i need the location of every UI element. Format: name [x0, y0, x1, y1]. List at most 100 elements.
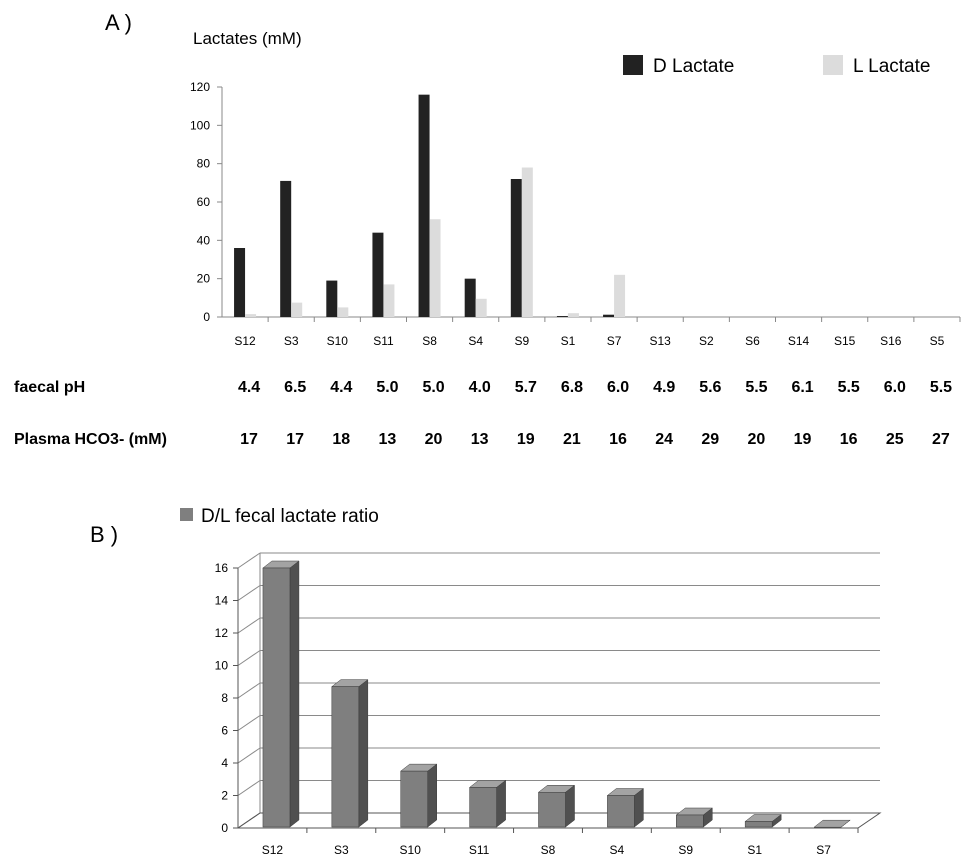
panel-a-row-value: 6.0 — [884, 379, 906, 396]
panel-b-bar-side — [427, 763, 437, 828]
panel-a-category-label: S6 — [745, 334, 760, 348]
panel-b-bar-front — [262, 567, 291, 828]
panel-a-row-value: 29 — [701, 431, 719, 448]
panel-a-category-label: S4 — [468, 334, 483, 348]
panel-a-bar-d-lactate — [556, 316, 568, 317]
panel-a-row-value: 5.0 — [422, 379, 444, 396]
panel-a-row-value: 13 — [379, 431, 397, 448]
panel-b-bar — [331, 679, 369, 828]
panel-a-row-value: 5.7 — [515, 379, 537, 396]
panel-a-row-value: 17 — [240, 431, 258, 448]
panel-b-bar-side — [358, 679, 369, 828]
panel-b-ytick-label: 4 — [221, 756, 228, 770]
panel-a-row-value: 16 — [840, 431, 858, 448]
panel-b-bar-top — [813, 819, 851, 828]
panel-b-bar — [468, 779, 507, 828]
panel-a-bar-d-lactate — [603, 314, 615, 317]
panel-a-category-label: S13 — [650, 334, 672, 348]
panel-a-row-value: 27 — [932, 431, 950, 448]
panel-a-bar-l-lactate — [475, 298, 487, 317]
panel-a-bar-l-lactate — [383, 284, 395, 317]
panel-b-bar-front — [469, 787, 497, 828]
panel-a-ytick-label: 100 — [190, 118, 210, 132]
panel-a-bar-d-lactate — [234, 248, 246, 317]
panel-a-row-value: 4.0 — [469, 379, 491, 396]
panel-a-row-value: 20 — [748, 431, 766, 448]
panel-b-gridline-side — [237, 715, 261, 731]
panel-b-ytick-label: 8 — [221, 691, 228, 705]
panel-b-ytick-label: 0 — [221, 821, 228, 835]
panel-b-category-label: S1 — [747, 843, 762, 857]
panel-a-bar-l-lactate — [291, 302, 303, 317]
panel-a-row-value: 19 — [517, 431, 535, 448]
panel-b-bar — [537, 784, 576, 828]
panel-b-bar-front — [607, 795, 635, 828]
panel-b-ytick-label: 2 — [221, 789, 228, 803]
panel-a-category-label: S14 — [788, 334, 810, 348]
panel-a-ytick-label: 40 — [197, 233, 211, 247]
panel-b-category-label: S11 — [469, 843, 490, 857]
panel-a-row-value: 16 — [609, 431, 627, 448]
panel-a-row-value: 19 — [794, 431, 812, 448]
panel-a-legend: D Lactate L Lactate — [623, 55, 930, 77]
panel-a-row-value: 24 — [655, 431, 673, 448]
panel-a-row-value: 4.9 — [653, 379, 675, 396]
panel-a-category-label: S7 — [607, 334, 622, 348]
panel-a-category-label: S12 — [234, 334, 256, 348]
panel-b-gridline-side — [237, 747, 261, 764]
panel-a-bar-l-lactate — [567, 313, 579, 317]
panel-a-legend-label: L Lactate — [853, 56, 930, 77]
panel-a-legend-swatch — [623, 55, 643, 75]
panel-a-row-value: 6.5 — [284, 379, 306, 396]
panel-a-row-value: 4.4 — [238, 379, 260, 396]
panel-b-ytick-label: 6 — [221, 724, 228, 738]
panel-a-row-value: 20 — [425, 431, 443, 448]
panel-b-gridline-side — [237, 617, 261, 634]
panel-b-bar — [399, 763, 438, 828]
panel-b-category-label: S3 — [334, 843, 349, 857]
panel-a-row-heading: faecal pH — [14, 379, 85, 396]
panel-a-category-label: S8 — [422, 334, 437, 348]
panel-b-bar-side — [289, 560, 300, 828]
panel-b-category-label: S9 — [678, 843, 693, 857]
panel-b-gridline-side — [237, 780, 261, 796]
panel-a-row-value: 6.8 — [561, 379, 583, 396]
panel-a-category-label: S2 — [699, 334, 714, 348]
panel-a-bars — [234, 94, 626, 318]
panel-a-row-value: 5.5 — [930, 379, 952, 396]
panel-a-ytick-label: 0 — [203, 310, 210, 324]
panel-a-bar-l-lactate — [614, 274, 626, 317]
panel-a-bar-d-lactate — [372, 232, 384, 317]
panel-a-bar-d-lactate — [418, 94, 430, 318]
panel-a-row-value: 5.6 — [699, 379, 721, 396]
panel-b-legend-swatch — [180, 508, 193, 521]
panel-b-axes: 0 2 4 6 8 10 12 14 16 S12 S3 S10 S11 S8 S4 S9 S1 S7 — [215, 552, 882, 857]
panel-b-category-label: S8 — [541, 843, 556, 857]
panel-b-bar-front — [744, 821, 773, 828]
panel-a-row-value: 4.4 — [330, 379, 352, 396]
panel-b-ytick-label: 12 — [215, 626, 229, 640]
panel-a-row-heading: Plasma HCO3- (mM) — [14, 431, 167, 448]
panel-a-ytick-label: 80 — [197, 157, 211, 171]
panel-a-bar-l-lactate — [337, 307, 349, 317]
panel-b-bar — [675, 807, 714, 828]
panel-a-axes: 0 20 40 60 80 100 120 S12 S3 S10 S11 S8 S4 S9 S1 S7 S13 S… — [190, 80, 961, 348]
panel-a-row-value: 6.0 — [607, 379, 629, 396]
panel-a-category-label: S10 — [327, 334, 349, 348]
panel-a-category-label: S9 — [514, 334, 529, 348]
panel-a-label: A ) — [105, 10, 132, 35]
panel-a-ytick-label: 120 — [190, 80, 210, 94]
panel-b-gridline-side — [237, 682, 261, 699]
panel-a-category-label: S15 — [834, 334, 856, 348]
panel-a-category-label: S16 — [880, 334, 902, 348]
panel-a-category-label: S1 — [561, 334, 576, 348]
panel-b-legend: D/L fecal lactate ratio — [180, 506, 379, 527]
panel-a-row-value: 21 — [563, 431, 581, 448]
panel-b-category-label: S12 — [262, 843, 284, 857]
panel-b-category-label: S7 — [816, 843, 831, 857]
panel-a-bar-l-lactate — [245, 314, 257, 317]
panel-a-legend-label: D Lactate — [653, 56, 734, 77]
panel-b-bar-side — [496, 779, 506, 828]
panel-b-category-label: S4 — [610, 843, 625, 857]
